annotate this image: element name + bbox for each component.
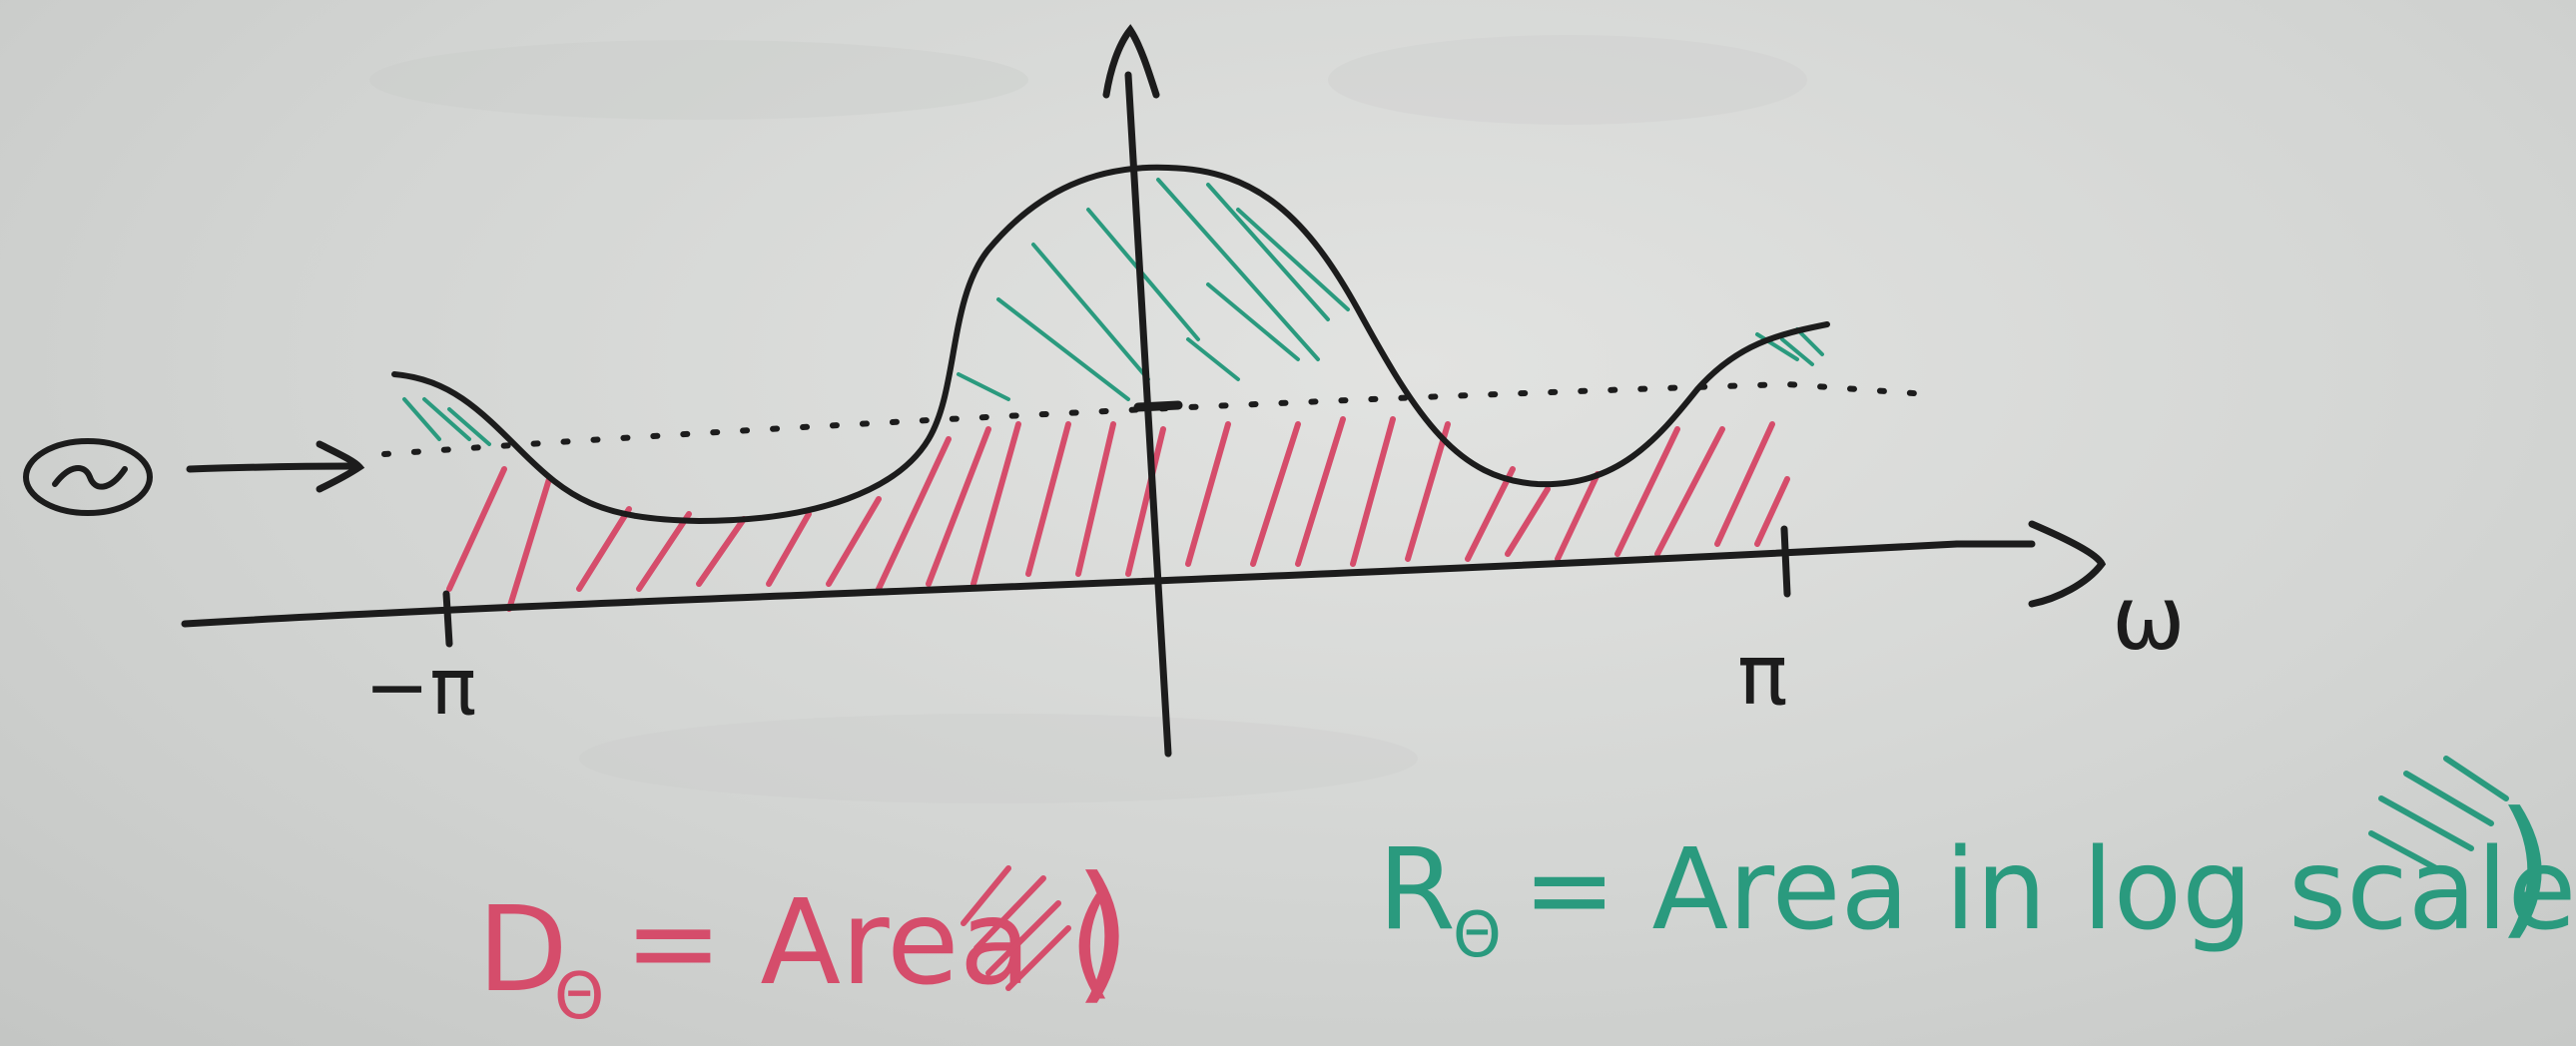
right-tick [1780,525,1791,598]
rate-equation: = Area in log scale ( [1523,825,2576,955]
threshold-arrow [186,462,358,473]
rate-hatch-area [402,178,1824,446]
erased-writing [369,35,1807,803]
distortion-D: D [477,880,568,1018]
threshold-line [381,380,1930,457]
distortion-legend: D Θ = Area ( ) [477,845,1132,1034]
distortion-hatch-area [446,416,1790,612]
omega-axis-arrowhead [2028,520,2107,608]
distortion-subscript: Θ [554,960,604,1034]
left-tick [442,590,453,648]
vertical-axis-arrowhead [1102,24,1160,99]
rate-subscript: Θ [1453,898,1502,971]
theta-symbol [23,438,153,516]
omega-axis [181,540,1961,628]
distortion-equation: = Area ( [624,873,1114,1011]
red-hatch-swatch [961,865,1071,991]
pi-label: π [1737,626,1788,724]
vertical-axis [1124,71,1172,758]
rate-R: R [1378,825,1456,955]
rate-close: ) [2496,781,2555,954]
rate-legend: R Θ = Area in log scale ( ) [1378,756,2576,971]
spectrum-curve [391,164,1830,524]
omega-label: ω [2112,567,2186,670]
distortion-close: ) [1073,845,1132,1019]
green-hatch-swatch [2368,756,2509,871]
minus-pi-label: −π [364,643,476,733]
